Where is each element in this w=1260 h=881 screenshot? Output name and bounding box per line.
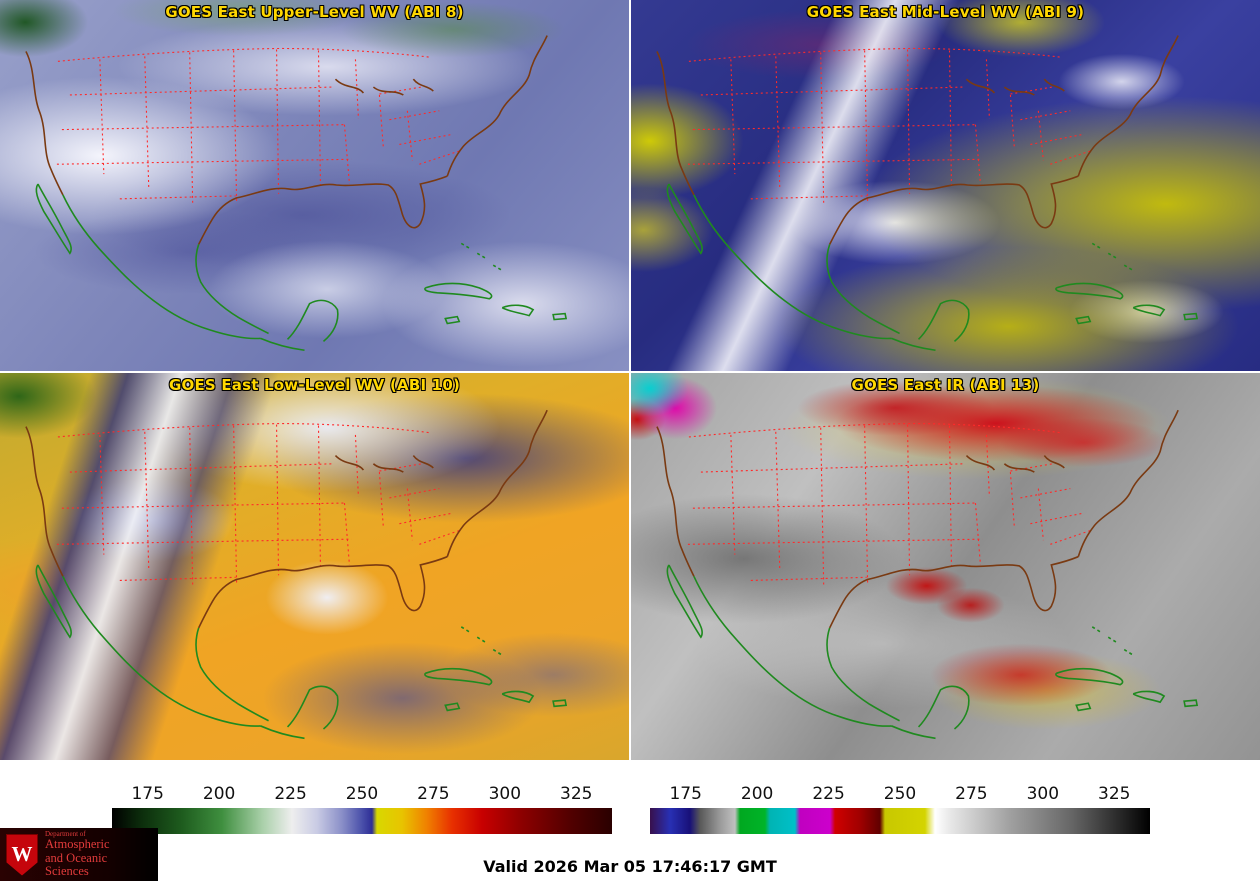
panel-ir: GOES East IR (ABI 13): [631, 373, 1260, 760]
panel-title-abi8: GOES East Upper-Level WV (ABI 8): [165, 3, 464, 21]
panel-title-abi13: GOES East IR (ABI 13): [851, 376, 1040, 394]
tick-label: 200: [202, 784, 236, 804]
logo-dept-line: Department of: [45, 830, 86, 839]
panel-low-level-wv: GOES East Low-Level WV (ABI 10): [0, 373, 629, 760]
logo-line-2: and Oceanic Sciences: [45, 850, 108, 878]
tick-label: 300: [488, 784, 522, 804]
wv-colorbar-group: 175 200 225 250 275 300 325: [112, 784, 612, 834]
panel-title-abi9: GOES East Mid-Level WV (ABI 9): [806, 3, 1085, 21]
tick-label: 300: [1026, 784, 1060, 804]
wv-colorbar-ticks: 175 200 225 250 275 300 325: [112, 784, 612, 804]
tick-label: 325: [1098, 784, 1131, 804]
map-overlay: [656, 409, 1198, 740]
map-overlay: [25, 34, 567, 352]
tick-label: 275: [955, 784, 988, 804]
tick-label: 250: [345, 784, 379, 804]
wv-colorbar: [112, 808, 612, 834]
ir-colorbar: [650, 808, 1150, 834]
satellite-quadrant-view: GOES East Upper-Level WV (ABI 8) GOES Ea…: [0, 0, 1260, 760]
panel-upper-level-wv: GOES East Upper-Level WV (ABI 8): [0, 0, 629, 371]
tick-label: 200: [740, 784, 774, 804]
tick-label: 325: [560, 784, 593, 804]
panel-mid-level-wv: GOES East Mid-Level WV (ABI 9): [631, 0, 1260, 371]
uw-crest-icon: W: [6, 833, 38, 876]
footer: 175 200 225 250 275 300 325 175 200 225 …: [0, 760, 1260, 881]
tick-label: 250: [883, 784, 917, 804]
logo-text: Department of Atmospheric and Oceanic Sc…: [45, 830, 152, 878]
tick-label: 175: [669, 784, 702, 804]
tick-label: 225: [274, 784, 307, 804]
map-overlay: [25, 409, 567, 740]
panel-title-abi10: GOES East Low-Level WV (ABI 10): [168, 376, 461, 394]
valid-time-label: Valid 2026 Mar 05 17:46:17 GMT: [483, 857, 777, 876]
logo-line-1: Atmospheric: [45, 837, 110, 852]
tick-label: 225: [812, 784, 845, 804]
ir-colorbar-ticks: 175 200 225 250 275 300 325: [650, 784, 1150, 804]
ir-colorbar-group: 175 200 225 250 275 300 325: [650, 784, 1150, 834]
tick-label: 275: [417, 784, 450, 804]
map-overlay: [656, 34, 1198, 352]
uw-aos-logo: W Department of Atmospheric and Oceanic …: [0, 828, 158, 881]
tick-label: 175: [131, 784, 164, 804]
